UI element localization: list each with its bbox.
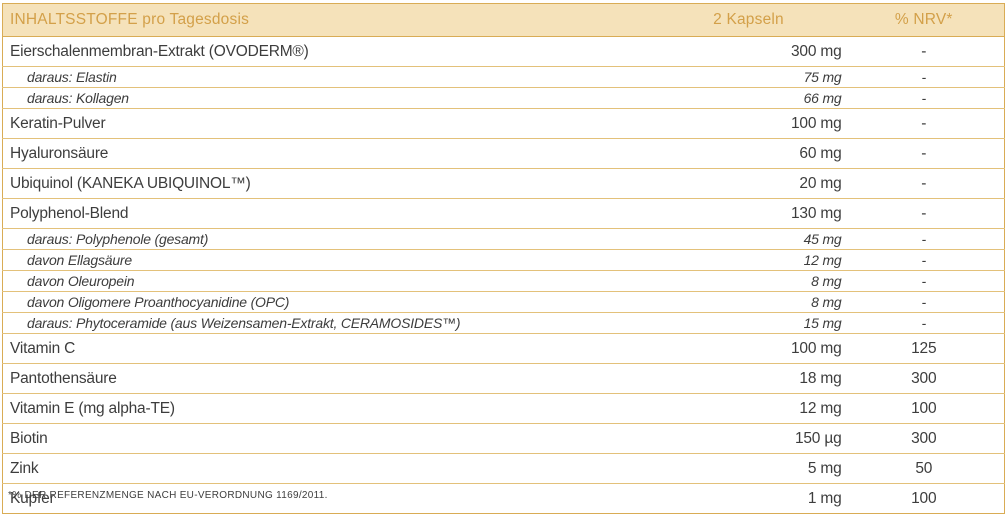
ingredient-nrv: - (921, 42, 927, 60)
ingredient-amount: 5 mg (807, 459, 842, 477)
ingredient-amount: 100 mg (791, 339, 842, 357)
table-row: Biotin 150 µg 300 (2, 423, 1005, 454)
table-row: Vitamin E (mg alpha-TE) 12 mg 100 (2, 393, 1005, 424)
ingredient-name: Biotin (10, 429, 48, 447)
ingredient-nrv: 125 (911, 339, 937, 357)
table-row: daraus: Phytoceramide (aus Weizensamen-E… (2, 312, 1005, 334)
ingredient-nrv: - (921, 144, 927, 162)
ingredient-name: daraus: Polyphenole (gesamt) (27, 231, 209, 247)
table-row: Vitamin C 100 mg 125 (2, 333, 1005, 364)
ingredient-name: Zink (10, 459, 39, 477)
nrv-reference-footnote: *% DER REFERENZMENGE NACH EU-VERORDNUNG … (8, 490, 328, 501)
table-row: daraus: Polyphenole (gesamt) 45 mg - (2, 228, 1005, 250)
table-row: Keratin-Pulver 100 mg - (2, 108, 1005, 139)
table-row: Ubiquinol (KANEKA UBIQUINOL™) 20 mg - (2, 168, 1005, 199)
table-row: davon Oleuropein 8 mg - (2, 270, 1005, 292)
ingredient-nrv: - (921, 252, 927, 268)
ingredient-amount: 100 mg (791, 114, 842, 132)
ingredient-nrv: 100 (911, 399, 937, 417)
table-row: Polyphenol-Blend 130 mg - (2, 198, 1005, 229)
ingredient-amount: 75 mg (803, 69, 842, 85)
ingredient-name: Ubiquinol (KANEKA UBIQUINOL™) (10, 174, 251, 192)
ingredient-name: Kupfer (10, 489, 55, 507)
ingredient-amount: 8 mg (811, 273, 842, 289)
table-row: Zink 5 mg 50 (2, 453, 1005, 484)
header-nrv: % NRV* (843, 3, 1005, 37)
ingredient-name: Hyaluronsäure (10, 144, 109, 162)
ingredient-nrv: - (921, 273, 927, 289)
ingredient-name: davon Oleuropein (27, 273, 135, 289)
ingredient-amount: 8 mg (811, 294, 842, 310)
ingredient-amount: 12 mg (803, 252, 842, 268)
ingredient-amount: 18 mg (799, 369, 842, 387)
ingredient-nrv: - (921, 204, 927, 222)
ingredient-nrv: 50 (915, 459, 933, 477)
ingredient-nrv: - (921, 69, 927, 85)
table-row: Pantothensäure 18 mg 300 (2, 363, 1005, 394)
ingredient-name: Eierschalenmembran-Extrakt (OVODERM®) (10, 42, 309, 60)
ingredient-name: Vitamin E (mg alpha-TE) (10, 399, 175, 417)
ingredient-nrv: - (921, 90, 927, 106)
nutrition-facts-table: INHALTSSTOFFE pro Tagesdosis 2 Kapseln %… (2, 3, 1005, 514)
ingredient-name: Vitamin C (10, 339, 76, 357)
ingredient-nrv: - (921, 174, 927, 192)
table-row: Kupfer 1 mg 100 (2, 483, 1005, 514)
table-row: Hyaluronsäure 60 mg - (2, 138, 1005, 169)
header-dose: 2 Kapseln (653, 3, 844, 37)
ingredient-amount: 300 mg (791, 42, 842, 60)
ingredient-name: daraus: Kollagen (27, 90, 129, 106)
ingredient-amount: 12 mg (799, 399, 842, 417)
ingredient-amount: 15 mg (803, 315, 842, 331)
ingredient-nrv: 300 (911, 429, 937, 447)
ingredient-amount: 20 mg (799, 174, 842, 192)
ingredient-amount: 130 mg (791, 204, 842, 222)
ingredient-nrv: 100 (911, 489, 937, 507)
ingredient-nrv: - (921, 114, 927, 132)
ingredient-name: daraus: Phytoceramide (aus Weizensamen-E… (27, 315, 461, 331)
table-row: davon Ellagsäure 12 mg - (2, 249, 1005, 271)
table-header-row: INHALTSSTOFFE pro Tagesdosis 2 Kapseln %… (2, 3, 1005, 37)
ingredient-amount: 45 mg (803, 231, 842, 247)
ingredient-name: Pantothensäure (10, 369, 117, 387)
ingredient-name: daraus: Elastin (27, 69, 117, 85)
ingredient-nrv: - (921, 315, 927, 331)
ingredient-nrv: 300 (911, 369, 937, 387)
table-row: daraus: Elastin 75 mg - (2, 66, 1005, 88)
ingredient-name: davon Ellagsäure (27, 252, 132, 268)
ingredient-nrv: - (921, 231, 927, 247)
table-row: daraus: Kollagen 66 mg - (2, 87, 1005, 109)
ingredient-nrv: - (921, 294, 927, 310)
header-ingredients: INHALTSSTOFFE pro Tagesdosis (2, 3, 654, 37)
ingredient-name: Keratin-Pulver (10, 114, 106, 132)
table-row: davon Oligomere Proanthocyanidine (OPC) … (2, 291, 1005, 313)
table-row: Eierschalenmembran-Extrakt (OVODERM®) 30… (2, 36, 1005, 67)
ingredient-amount: 66 mg (803, 90, 842, 106)
ingredient-name: Polyphenol-Blend (10, 204, 129, 222)
ingredient-name: davon Oligomere Proanthocyanidine (OPC) (27, 294, 290, 310)
ingredient-amount: 150 µg (794, 429, 842, 447)
ingredient-amount: 60 mg (799, 144, 842, 162)
ingredient-amount: 1 mg (807, 489, 842, 507)
